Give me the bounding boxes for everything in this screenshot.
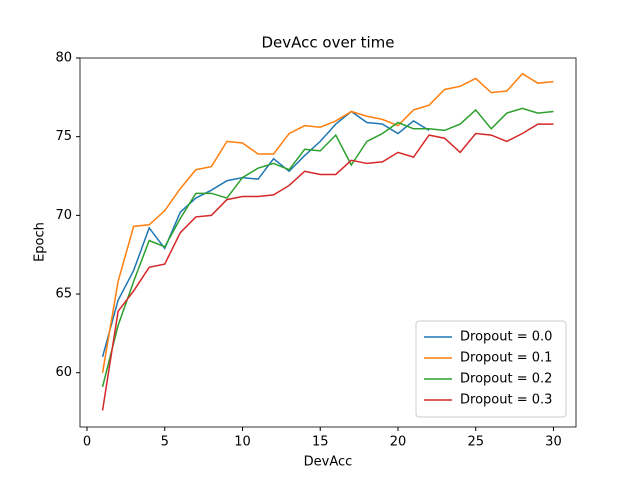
x-tick-label: 20 [390,435,407,450]
line-series [101,107,554,388]
chart-title: DevAcc over time [261,34,394,52]
x-tick-label: 30 [545,435,562,450]
y-tick-label: 65 [55,287,72,302]
x-tick-label: 10 [234,435,251,450]
x-axis-label: DevAcc [304,455,353,470]
line-series [101,72,554,373]
y-tick-label: 75 [55,129,72,144]
plot-frame [79,57,577,428]
legend-label: Dropout = 0.1 [460,351,552,366]
y-tick-label: 60 [55,365,72,380]
line-series [101,110,430,358]
y-tick-label: 80 [55,51,72,66]
y-axis-label: Epoch [33,222,48,262]
legend-box [415,320,567,418]
legend-label: Dropout = 0.3 [460,393,552,408]
y-tick-label: 70 [55,208,72,223]
x-tick-label: 5 [161,435,169,450]
legend-label: Dropout = 0.2 [460,372,552,387]
x-tick-label: 15 [312,435,329,450]
x-tick-label: 25 [467,435,484,450]
x-tick-label: 0 [83,435,91,450]
line-series [101,123,554,411]
legend-label: Dropout = 0.0 [460,330,552,345]
